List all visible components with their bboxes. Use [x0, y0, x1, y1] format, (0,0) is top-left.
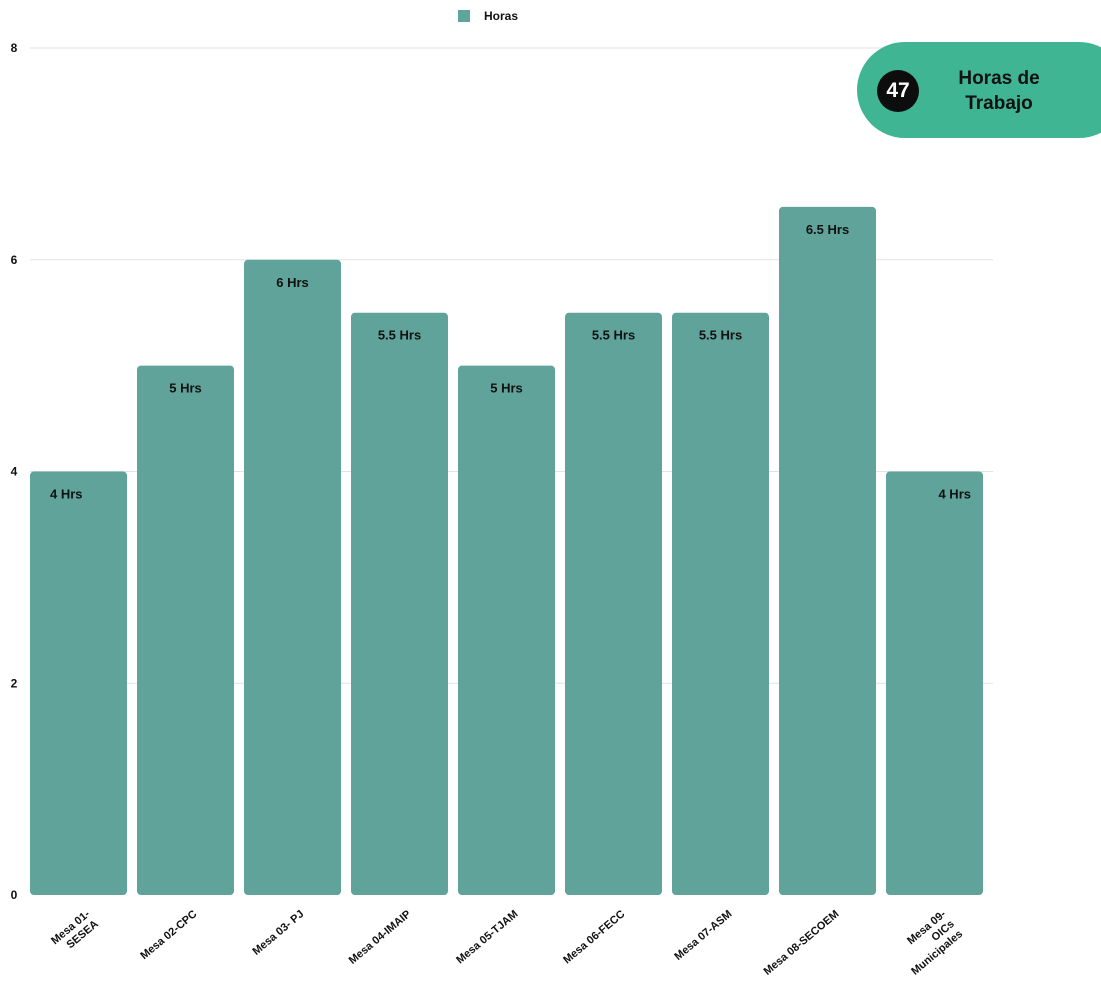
y-tick-label: 2	[11, 676, 18, 690]
x-tick-label-line: Mesa 05-TJAM	[454, 908, 520, 966]
x-tick-label-line: Mesa 04-IMAIP	[347, 908, 414, 967]
x-tick-label: Mesa 06-FECC	[561, 908, 627, 966]
bar-data-label: 5.5 Hrs	[378, 328, 421, 343]
bar	[137, 365, 234, 895]
y-tick-label: 6	[11, 253, 18, 267]
y-axis-ticks: 0 2 4 6 8	[11, 41, 18, 902]
bar	[565, 312, 662, 895]
bar-data-label: 5.5 Hrs	[592, 328, 635, 343]
total-hours-caption: Horas de Trabajo	[939, 66, 1059, 116]
x-tick-label: Mesa 05-TJAM	[454, 908, 520, 966]
y-tick-label: 0	[11, 888, 18, 902]
bar	[30, 471, 127, 895]
bar-data-label: 4 Hrs	[938, 487, 971, 502]
x-tick-label: Mesa 02-CPC	[138, 908, 199, 962]
bar-data-label: 5 Hrs	[490, 381, 523, 396]
x-tick-label: Mesa 09-OICsMunicipales	[892, 908, 965, 978]
total-hours-badge: 47 Horas de Trabajo	[857, 42, 1101, 138]
y-tick-label: 4	[11, 465, 18, 479]
x-tick-label-line: Mesa 08-SECOEM	[762, 908, 842, 978]
x-tick-label-line: Mesa 07-ASM	[672, 908, 734, 963]
bar	[351, 312, 448, 895]
bar-data-labels: 4 Hrs 5 Hrs 6 Hrs 5.5 Hrs 5 Hrs 5.5 Hrs 5.5 Hr…	[50, 222, 971, 502]
x-tick-label: Mesa 04-IMAIP	[347, 908, 414, 967]
bar-data-label: 5 Hrs	[169, 381, 202, 396]
bar	[672, 312, 769, 895]
bars	[30, 206, 983, 895]
x-tick-label: Mesa 03- PJ	[250, 908, 306, 958]
x-tick-label: Mesa 01-SESEA	[49, 908, 101, 957]
total-hours-number: 47	[877, 70, 919, 112]
x-tick-label-line: Mesa 06-FECC	[561, 908, 627, 966]
bar-data-label: 5.5 Hrs	[699, 328, 742, 343]
badge-line-1: Horas de	[958, 68, 1040, 89]
bar-data-label: 6.5 Hrs	[806, 222, 849, 237]
x-tick-label: Mesa 08-SECOEM	[762, 908, 842, 978]
x-tick-label-line: Mesa 02-CPC	[138, 908, 199, 962]
bar	[886, 471, 983, 895]
legend-label: Horas	[484, 9, 518, 23]
bar	[244, 259, 341, 895]
legend-swatch	[458, 10, 470, 22]
y-tick-label: 8	[11, 41, 18, 55]
x-axis-labels: Mesa 01-SESEA Mesa 02-CPC Mesa 03- PJ Mesa …	[49, 908, 965, 978]
x-tick-label-line: Mesa 03- PJ	[250, 908, 306, 958]
x-tick-label: Mesa 07-ASM	[672, 908, 734, 963]
legend: Horas	[458, 9, 518, 23]
bar	[458, 365, 555, 895]
bar	[779, 206, 876, 895]
bar-data-label: 6 Hrs	[276, 275, 309, 290]
badge-line-2: Trabajo	[965, 93, 1033, 114]
bar-data-label: 4 Hrs	[50, 487, 83, 502]
